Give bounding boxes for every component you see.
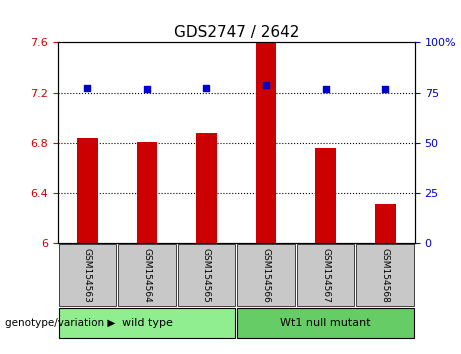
Text: GSM154565: GSM154565 [202, 248, 211, 303]
Text: GSM154566: GSM154566 [261, 248, 271, 303]
Bar [375, 204, 396, 243]
Point [381, 86, 389, 92]
Text: wild type: wild type [122, 318, 172, 328]
Text: GSM154567: GSM154567 [321, 248, 330, 303]
Title: GDS2747 / 2642: GDS2747 / 2642 [174, 25, 299, 40]
Point [143, 86, 151, 92]
Bar [315, 148, 336, 243]
Text: genotype/variation ▶: genotype/variation ▶ [5, 318, 115, 328]
Bar [255, 42, 277, 243]
Text: Wt1 null mutant: Wt1 null mutant [280, 318, 371, 328]
Text: GSM154564: GSM154564 [142, 248, 152, 303]
Point [203, 85, 210, 91]
Text: GSM154568: GSM154568 [381, 248, 390, 303]
Point [322, 86, 329, 92]
Text: GSM154563: GSM154563 [83, 248, 92, 303]
Bar [196, 133, 217, 243]
Bar [136, 142, 157, 243]
Bar [77, 138, 98, 243]
Point [262, 82, 270, 88]
Point [84, 85, 91, 91]
